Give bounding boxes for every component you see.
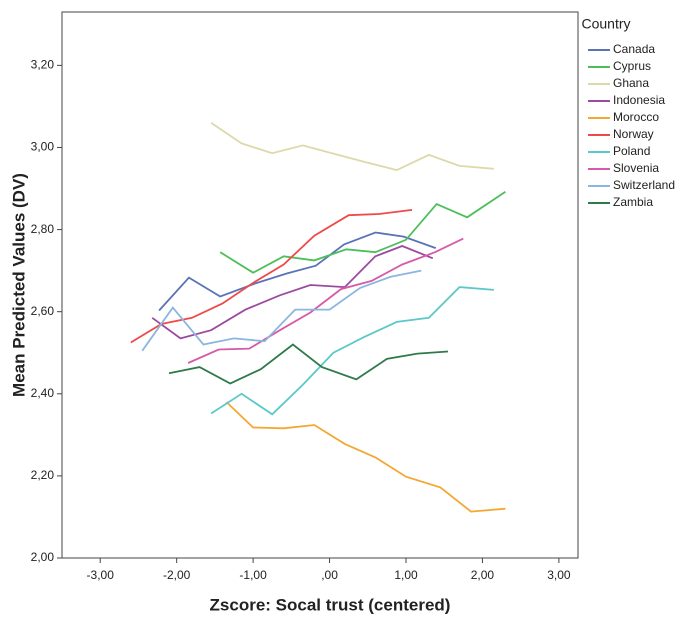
series-line bbox=[219, 191, 506, 274]
x-tick-label: 3,00 bbox=[547, 568, 571, 582]
legend-label: Slovenia bbox=[613, 161, 659, 175]
plot-frame bbox=[61, 11, 579, 559]
series-line bbox=[210, 122, 494, 172]
x-tick-label: -3,00 bbox=[87, 568, 115, 582]
legend-label: Ghana bbox=[613, 76, 649, 90]
legend-label: Switzerland bbox=[613, 178, 675, 192]
x-tick-label: -2,00 bbox=[163, 568, 191, 582]
series-line bbox=[210, 286, 494, 416]
y-axis-title: Mean Predicted Values (DV) bbox=[9, 173, 28, 397]
y-tick-label: 2,40 bbox=[31, 386, 55, 400]
x-tick-label: 2,00 bbox=[471, 568, 495, 582]
legend-label: Canada bbox=[613, 42, 655, 56]
y-tick-label: 3,20 bbox=[31, 58, 55, 72]
y-tick-label: 3,00 bbox=[31, 140, 55, 154]
x-tick-label: 1,00 bbox=[394, 568, 418, 582]
y-tick-label: 2,00 bbox=[31, 550, 55, 564]
series-line bbox=[141, 269, 422, 352]
legend-label: Norway bbox=[613, 127, 654, 141]
series-line bbox=[130, 209, 413, 344]
series-line bbox=[158, 231, 437, 312]
legend-label: Morocco bbox=[613, 110, 659, 124]
x-tick-label: ,00 bbox=[321, 568, 338, 582]
legend-label: Cyprus bbox=[613, 59, 651, 73]
y-tick-label: 2,60 bbox=[31, 304, 55, 318]
series-line bbox=[187, 237, 464, 364]
x-tick-label: -1,00 bbox=[239, 568, 267, 582]
legend-title: Country bbox=[581, 16, 630, 32]
series-line bbox=[225, 401, 506, 513]
series-line bbox=[168, 343, 449, 385]
legend-label: Zambia bbox=[613, 195, 653, 209]
legend-label: Poland bbox=[613, 144, 650, 158]
x-axis-title: Zscore: Socal trust (centered) bbox=[210, 595, 451, 614]
y-tick-label: 2,20 bbox=[31, 468, 55, 482]
y-tick-label: 2,80 bbox=[31, 222, 55, 236]
legend-label: Indonesia bbox=[613, 93, 665, 107]
